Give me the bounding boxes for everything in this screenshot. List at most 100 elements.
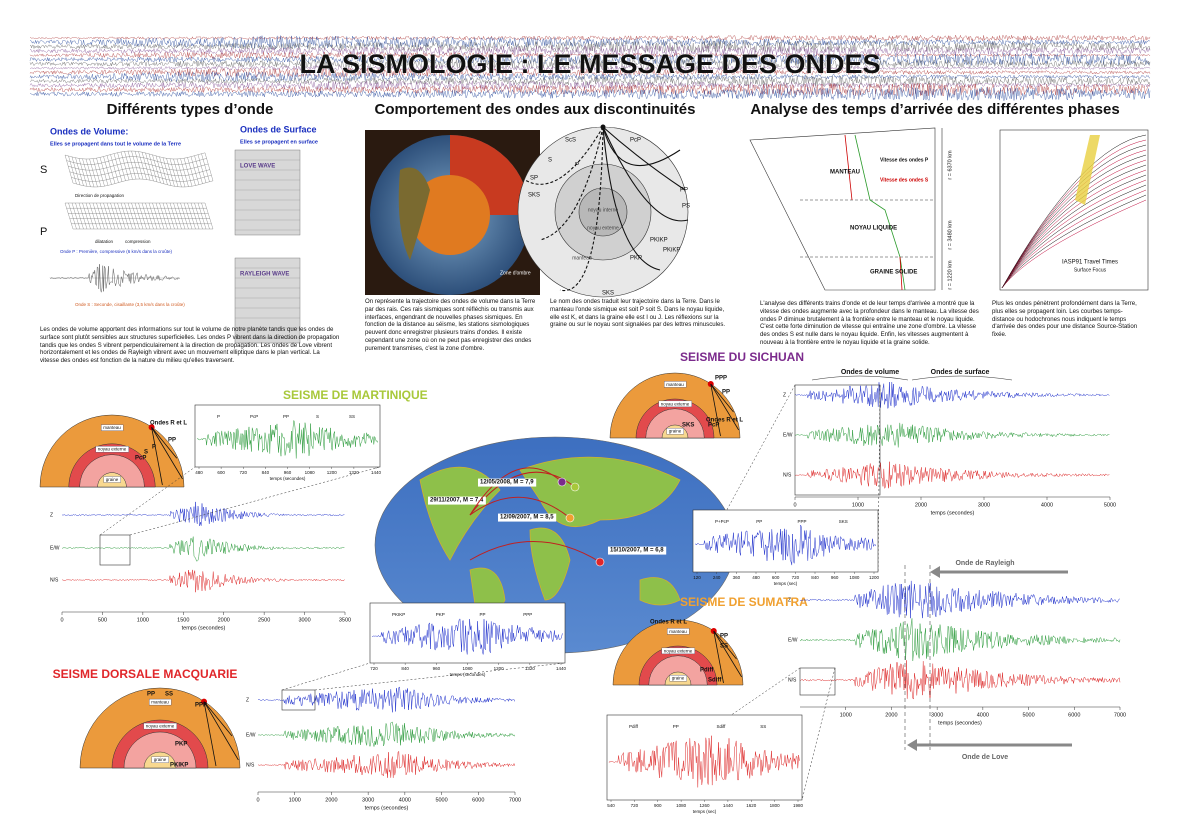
wave-grid (138, 202, 147, 230)
x-tick-label: 2000 (325, 797, 337, 803)
label: Direction de propagation (75, 193, 125, 198)
earth-label-box (95, 446, 129, 453)
wave-grid (155, 202, 165, 230)
label: noyau externe (664, 648, 693, 653)
label: graine (106, 477, 119, 482)
x-tick-label: 1800 (770, 803, 781, 808)
wave-grid (201, 153, 210, 182)
zoom-link (99, 466, 196, 536)
seismogram-trace (29, 35, 1151, 50)
seismogram-trace (799, 580, 1121, 619)
label: PPP (523, 612, 532, 617)
label: ScS (565, 138, 576, 144)
x-tick-label: 0 (793, 502, 796, 508)
wave-grid (155, 155, 165, 184)
wave-grid (89, 202, 98, 230)
seismogram-trace (49, 264, 180, 293)
travel-time-curve (1001, 179, 1147, 289)
epicenter (570, 482, 580, 492)
travel-time-curve (1001, 189, 1147, 289)
label: SKS (839, 519, 848, 524)
x-tick-label: 7000 (509, 797, 521, 803)
label: Ondes R et L (150, 421, 187, 427)
label: manteau (572, 255, 592, 261)
label: MANTEAU (830, 170, 860, 176)
x-tick-label: 600 (217, 470, 225, 475)
x-tick-label: 840 (401, 666, 409, 671)
label: Z (788, 597, 791, 603)
label: Vitesse des ondes P (880, 157, 929, 163)
label: Ondes de surface (931, 369, 990, 376)
ray (151, 426, 178, 459)
label: PKiKP (663, 248, 680, 254)
label: PP (673, 724, 679, 729)
wave-grid (64, 150, 206, 160)
discontinuities-text: Le nom des ondes traduit leur trajectoir… (550, 298, 726, 329)
travel-time-curve (1001, 164, 1147, 289)
label: N/S (788, 677, 797, 683)
seismogram-trace (29, 80, 1151, 91)
wave-grid (71, 173, 212, 182)
seismogram-trace (799, 618, 1121, 662)
seismogram-trace (61, 536, 345, 562)
wave-grid (134, 202, 144, 230)
earthquake-title: SEISME DORSALE MACQUARIE (53, 667, 238, 681)
x-tick-label: 840 (262, 470, 270, 475)
x-tick-label: 1000 (289, 797, 301, 803)
x-tick-label: 720 (792, 575, 800, 580)
x-tick-label: 3500 (339, 617, 351, 623)
label: noyau externe (146, 724, 175, 729)
x-tick-label: 540 (607, 803, 615, 808)
x-tick-label: 2000 (218, 617, 230, 623)
event-box (608, 546, 667, 555)
x-tick-label: 1500 (177, 617, 189, 623)
x-tick-label: 1620 (746, 803, 757, 808)
p-speed (854, 134, 906, 291)
earth-label-box (667, 628, 690, 635)
ray (710, 383, 734, 413)
wave-grid (69, 167, 210, 176)
wave-grid (197, 202, 207, 230)
label: RAYLEIGH WAVE (240, 272, 289, 278)
seismogram-trace (29, 57, 1151, 70)
label: Sdiff (717, 724, 727, 729)
label: Zone d'ombre (500, 270, 531, 276)
arrival-times-text: L'analyse des différents trains d'onde e… (760, 300, 979, 346)
x-tick-label: 960 (284, 470, 292, 475)
ray (203, 701, 233, 737)
earth-half (79, 454, 145, 488)
seismogram-trace (794, 382, 1110, 409)
x-tick-label: 1000 (840, 712, 852, 718)
wave-grid (173, 158, 182, 188)
label: temps (sec) (693, 809, 717, 814)
travel-time-curve (1001, 134, 1147, 289)
x-tick-label: 1260 (699, 803, 710, 808)
label: PKP (630, 256, 642, 262)
label: Pdiff (629, 724, 639, 729)
wave-grid (117, 152, 126, 181)
x-tick-label: 1440 (556, 666, 567, 671)
section-title: Différents types d’onde (107, 101, 274, 118)
label: r = 3480 km (947, 220, 953, 250)
ray-path (524, 126, 604, 185)
label: Elles se propagent dans tout le volume d… (50, 141, 181, 147)
hodochrone-band (1075, 135, 1100, 205)
label: temps (secondes) (365, 805, 409, 811)
seismogram-trace (29, 82, 1151, 97)
label: PPP (798, 519, 807, 524)
wave-grid (194, 202, 203, 230)
label: IASP91 Travel Times (1062, 260, 1118, 266)
travel-time-curve (1001, 194, 1147, 289)
label: temps (secondes) (931, 510, 975, 516)
label: PP (720, 634, 728, 640)
earth-half (648, 655, 708, 686)
label: Onde de Rayleigh (955, 560, 1014, 567)
x-tick-label: 1200 (494, 666, 505, 671)
label: Z (50, 512, 53, 518)
x-tick-label: 5000 (435, 797, 447, 803)
continent (529, 527, 571, 601)
zoom-window (281, 689, 316, 711)
label: P (575, 163, 579, 169)
wave-grid (187, 202, 196, 230)
label: Surface Focus (1074, 267, 1107, 273)
